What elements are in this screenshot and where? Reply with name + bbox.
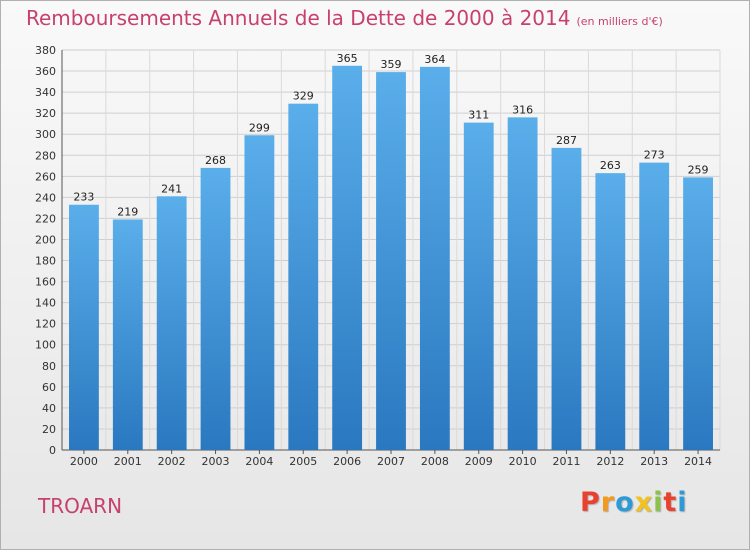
- bar-2006: [332, 65, 363, 450]
- bar-2003: [200, 167, 231, 451]
- logo-letter: r: [600, 487, 616, 518]
- bar-2009: [463, 122, 494, 450]
- value-label: 263: [600, 159, 621, 172]
- x-tick-label: 2002: [158, 455, 186, 468]
- y-tick-label: 160: [35, 276, 56, 289]
- y-tick-label: 60: [42, 381, 56, 394]
- y-tick-label: 0: [49, 444, 56, 457]
- bar-2001: [112, 219, 143, 450]
- y-tick-label: 220: [35, 212, 56, 225]
- value-label: 364: [424, 53, 445, 66]
- bar-2004: [244, 135, 275, 450]
- y-tick-label: 40: [42, 402, 56, 415]
- bar-2011: [551, 147, 582, 451]
- y-tick-label: 100: [35, 339, 56, 352]
- y-tick-label: 280: [35, 149, 56, 162]
- proxiti-logo: Proxiti: [580, 487, 688, 518]
- x-tick-label: 2000: [70, 455, 98, 468]
- bar-2000: [69, 204, 99, 450]
- y-tick-label: 260: [35, 170, 56, 183]
- y-tick-label: 200: [35, 233, 56, 246]
- value-label: 219: [117, 205, 138, 218]
- value-label: 316: [512, 103, 533, 116]
- bar-2008: [419, 66, 450, 450]
- y-tick-label: 180: [35, 255, 56, 268]
- chart-title-block: Remboursements Annuels de la Dette de 20…: [26, 6, 663, 30]
- logo-letter: i: [677, 487, 688, 518]
- value-label: 233: [73, 191, 94, 204]
- x-tick-label: 2007: [377, 455, 405, 468]
- value-label: 259: [688, 163, 709, 176]
- value-label: 241: [161, 182, 182, 195]
- x-tick-label: 2014: [684, 455, 712, 468]
- logo-letter: x: [634, 487, 654, 518]
- value-label: 299: [249, 121, 270, 134]
- y-tick-label: 360: [35, 65, 56, 78]
- y-tick-label: 80: [42, 360, 56, 373]
- bar-2010: [507, 117, 538, 451]
- value-label: 311: [468, 109, 489, 122]
- logo-letter: o: [615, 487, 635, 518]
- x-tick-label: 2011: [552, 455, 580, 468]
- value-label: 359: [381, 58, 402, 71]
- y-tick-label: 300: [35, 128, 56, 141]
- value-label: 273: [644, 149, 665, 162]
- logo-letter: t: [663, 487, 678, 518]
- x-tick-label: 2010: [509, 455, 537, 468]
- y-tick-label: 20: [42, 423, 56, 436]
- bar-2014: [683, 177, 713, 451]
- y-tick-label: 140: [35, 297, 56, 310]
- x-tick-label: 2001: [114, 455, 142, 468]
- x-tick-label: 2013: [640, 455, 668, 468]
- bar-2005: [288, 103, 319, 451]
- x-tick-label: 2005: [289, 455, 317, 468]
- y-tick-label: 380: [35, 44, 56, 57]
- y-tick-label: 120: [35, 318, 56, 331]
- x-tick-label: 2006: [333, 455, 361, 468]
- x-tick-label: 2003: [202, 455, 230, 468]
- x-tick-label: 2012: [596, 455, 624, 468]
- logo-letter: P: [580, 487, 601, 518]
- chart-subtitle: (en milliers d'€): [576, 15, 663, 28]
- value-label: 287: [556, 134, 577, 147]
- bar-2012: [595, 173, 626, 450]
- value-label: 268: [205, 154, 226, 167]
- x-tick-label: 2008: [421, 455, 449, 468]
- logo-letter: i: [653, 487, 664, 518]
- x-tick-label: 2009: [465, 455, 493, 468]
- location-name: TROARN: [38, 494, 123, 518]
- bar-2013: [639, 162, 670, 450]
- x-tick-label: 2004: [245, 455, 273, 468]
- chart-title: Remboursements Annuels de la Dette de 20…: [26, 6, 571, 30]
- bar-2002: [156, 196, 187, 450]
- y-tick-label: 320: [35, 107, 56, 120]
- value-label: 329: [293, 90, 314, 103]
- y-tick-label: 240: [35, 191, 56, 204]
- y-tick-label: 340: [35, 86, 56, 99]
- value-label: 365: [337, 52, 358, 65]
- bar-2007: [376, 72, 406, 451]
